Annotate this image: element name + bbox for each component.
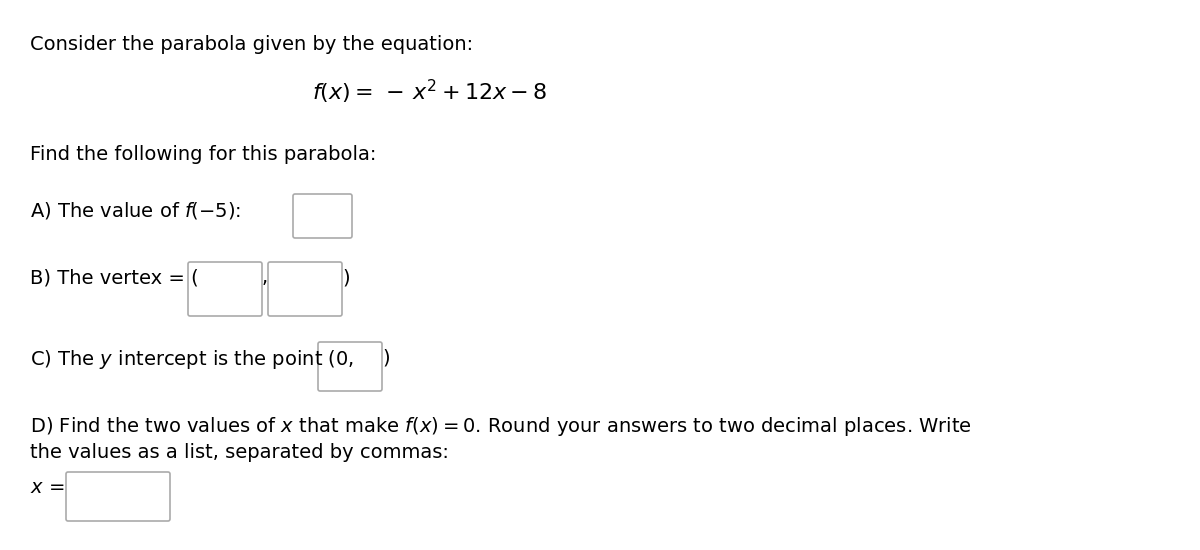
Text: ,: ,: [262, 268, 268, 287]
Text: $x$ =: $x$ =: [30, 478, 65, 497]
Text: the values as a list, separated by commas:: the values as a list, separated by comma…: [30, 443, 449, 462]
Text: D) Find the two values of $x$ that make $f(x) = 0$. Round your answers to two de: D) Find the two values of $x$ that make …: [30, 415, 972, 438]
Text: Find the following for this parabola:: Find the following for this parabola:: [30, 145, 377, 164]
Text: C) The $y$ intercept is the point (0,: C) The $y$ intercept is the point (0,: [30, 348, 354, 371]
FancyBboxPatch shape: [188, 262, 262, 316]
Text: Consider the parabola given by the equation:: Consider the parabola given by the equat…: [30, 35, 473, 54]
Text: ): ): [382, 348, 390, 367]
FancyBboxPatch shape: [293, 194, 352, 238]
FancyBboxPatch shape: [268, 262, 342, 316]
Text: $f(x) =\, -\, x^2 + 12x - 8$: $f(x) =\, -\, x^2 + 12x - 8$: [312, 78, 547, 106]
Text: A) The value of $f(- 5)$:: A) The value of $f(- 5)$:: [30, 200, 241, 221]
FancyBboxPatch shape: [318, 342, 382, 391]
Text: ): ): [342, 268, 349, 287]
FancyBboxPatch shape: [66, 472, 170, 521]
Text: B) The vertex = (: B) The vertex = (: [30, 268, 199, 287]
